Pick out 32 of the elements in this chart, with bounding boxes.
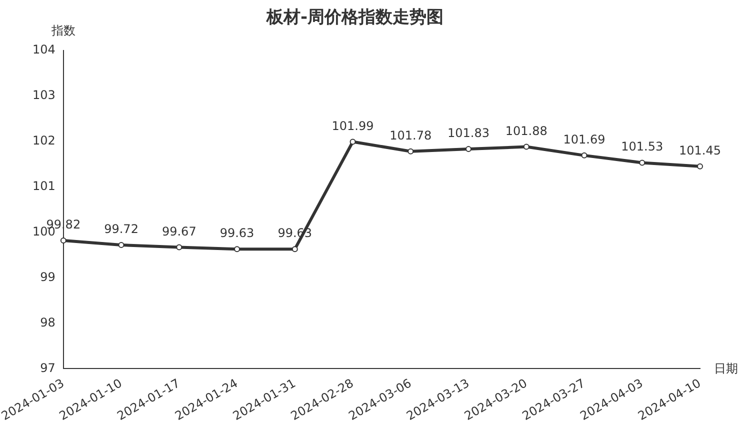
point — [234, 246, 240, 252]
point — [581, 152, 588, 158]
y-tick-label: 101 — [32, 178, 56, 193]
point — [350, 138, 356, 145]
point — [639, 160, 646, 166]
y-tick-label: 97 — [40, 360, 56, 375]
data-label: 99.63 — [220, 226, 254, 240]
point — [408, 148, 414, 154]
y-tick-label: 99 — [40, 270, 56, 284]
y-tick-label: 102 — [32, 133, 56, 148]
data-label: 101.45 — [679, 143, 721, 158]
point — [60, 237, 66, 244]
data-label: 99.72 — [104, 222, 138, 236]
data-label: 101.99 — [332, 118, 374, 133]
point — [176, 244, 182, 250]
data-label: 99.67 — [162, 224, 196, 238]
y-axis-title: 指数 — [50, 23, 76, 38]
data-label: 101.53 — [621, 140, 664, 154]
y-tick-label: 104 — [32, 42, 56, 57]
data-label: 101.83 — [448, 126, 490, 140]
data-label: 101.88 — [505, 124, 548, 138]
point — [466, 146, 472, 152]
point — [523, 144, 530, 150]
data-label: 101.69 — [563, 132, 606, 146]
point — [118, 242, 124, 248]
x-axis-title: 日期 — [714, 362, 738, 376]
data-label: 101.78 — [390, 128, 432, 142]
point — [292, 246, 298, 252]
y-tick-label: 98 — [40, 315, 56, 330]
point — [697, 163, 703, 170]
chart-title: 板材-周价格指数走势图 — [265, 8, 444, 28]
y-tick-label: 103 — [32, 88, 56, 102]
